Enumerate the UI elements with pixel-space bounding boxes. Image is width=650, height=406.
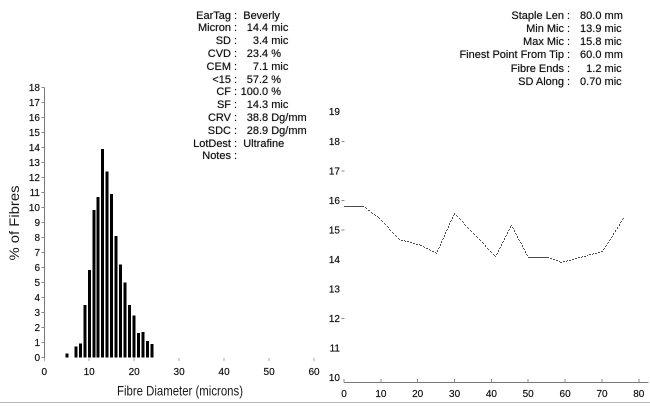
- svg-text:10: 10: [375, 389, 387, 400]
- svg-text:14: 14: [29, 143, 41, 154]
- svg-text:30: 30: [174, 367, 186, 378]
- svg-text:60: 60: [560, 389, 572, 400]
- svg-text:Fibre Diameter (microns): Fibre Diameter (microns): [117, 383, 243, 399]
- svg-text:18: 18: [329, 137, 341, 148]
- svg-text:17: 17: [29, 98, 41, 109]
- svg-text:14: 14: [329, 255, 341, 266]
- svg-text:10: 10: [84, 367, 96, 378]
- svg-text:% of Fibres: % of Fibres: [7, 185, 22, 260]
- svg-text:5: 5: [34, 278, 40, 289]
- svg-text:12: 12: [329, 314, 341, 325]
- svg-text:60: 60: [308, 367, 320, 378]
- svg-text:20: 20: [129, 367, 141, 378]
- svg-text:50: 50: [264, 367, 276, 378]
- svg-text:0: 0: [42, 367, 48, 378]
- svg-text:11: 11: [30, 188, 41, 199]
- svg-text:7: 7: [34, 248, 40, 259]
- svg-text:15: 15: [329, 225, 341, 236]
- svg-text:30: 30: [449, 389, 461, 400]
- svg-text:3: 3: [34, 308, 40, 319]
- svg-text:70: 70: [596, 389, 608, 400]
- svg-text:13: 13: [29, 158, 41, 169]
- svg-text:16: 16: [29, 113, 41, 124]
- svg-text:18: 18: [29, 83, 41, 94]
- svg-text:19: 19: [329, 107, 341, 118]
- svg-text:0: 0: [34, 353, 40, 364]
- svg-text:17: 17: [329, 166, 341, 177]
- svg-text:6: 6: [34, 263, 40, 274]
- svg-text:10: 10: [329, 373, 341, 384]
- svg-text:11: 11: [330, 344, 341, 355]
- svg-text:20: 20: [412, 389, 424, 400]
- svg-text:12: 12: [29, 173, 41, 184]
- svg-text:16: 16: [329, 196, 341, 207]
- svg-text:10: 10: [29, 203, 41, 214]
- svg-text:15: 15: [29, 128, 41, 139]
- svg-text:13: 13: [329, 285, 341, 296]
- svg-text:80: 80: [633, 389, 645, 400]
- svg-text:9: 9: [34, 218, 40, 229]
- svg-text:0: 0: [341, 389, 347, 400]
- svg-text:8: 8: [34, 233, 40, 244]
- svg-text:1: 1: [34, 338, 40, 349]
- svg-text:40: 40: [486, 389, 498, 400]
- svg-text:4: 4: [34, 293, 40, 304]
- svg-text:40: 40: [219, 367, 231, 378]
- svg-text:2: 2: [34, 323, 40, 334]
- svg-text:50: 50: [523, 389, 535, 400]
